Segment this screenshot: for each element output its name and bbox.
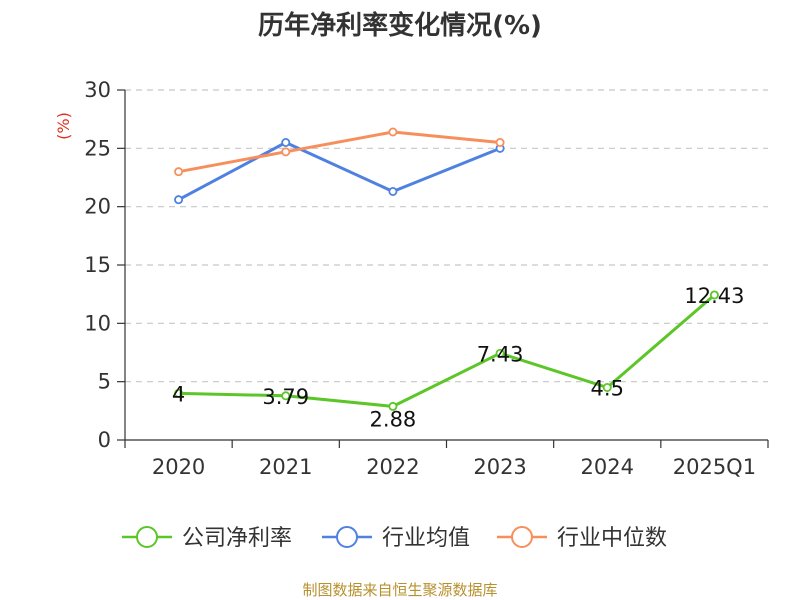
y-tick-label: 0 [98,428,111,452]
series-line [177,141,501,201]
y-tick-label: 20 [84,195,111,219]
x-tick-label: 2024 [581,455,634,479]
x-tick-label: 2020 [152,455,205,479]
legend-marker [136,526,158,548]
chart-title: 历年净利率变化情况(%) [258,10,542,41]
legend-label: 行业均值 [382,526,470,551]
legend-marker [336,526,358,548]
data-point[interactable] [281,391,291,401]
y-tick-label: 10 [84,311,111,335]
series-2 [174,127,505,177]
y-tick-label: 15 [84,253,111,277]
legend-item[interactable]: 公司净利率 [122,526,292,551]
data-point[interactable] [174,167,184,177]
series-0 [174,290,719,411]
data-label: 4.5 [591,377,624,401]
data-point[interactable] [281,137,291,147]
legend-item[interactable]: 行业均值 [322,526,470,551]
legend[interactable]: 公司净利率 行业均值 行业中位数 [122,526,667,551]
data-point[interactable] [388,186,398,196]
legend-label: 行业中位数 [557,526,667,551]
y-tick-label: 5 [98,370,111,394]
x-tick-label: 2022 [366,455,419,479]
grid-lines [125,89,768,383]
x-tick-label: 2021 [259,455,312,479]
data-label: 2.88 [370,407,417,431]
y-tick-label: 25 [84,136,111,160]
y-axis-unit: (%) [54,112,73,140]
series-line [178,130,501,174]
data-label: 12.43 [684,284,744,308]
y-tick-label: 30 [84,78,111,102]
data-labels: 4 3.79 2.88 7.43 4.5 12.43 [172,284,745,431]
data-point[interactable] [495,137,505,147]
legend-item[interactable]: 行业中位数 [497,526,667,551]
data-point[interactable] [602,382,612,392]
data-point[interactable] [388,127,398,137]
data-point[interactable] [709,290,719,300]
data-point[interactable] [281,147,291,157]
data-point[interactable] [174,195,184,205]
data-label: 4 [172,382,185,406]
x-tick-label: 2025Q1 [673,455,756,479]
series-line [178,293,716,408]
legend-marker [511,526,533,548]
data-label: 3.79 [262,385,309,409]
data-point[interactable] [174,388,184,398]
data-label: 7.43 [477,342,524,366]
series-lines [174,127,719,411]
axes: 0 5 10 15 20 25 30 2020 2021 2022 2023 2024 2025Q1 [84,78,769,479]
data-point[interactable] [388,401,398,411]
legend-label: 公司净利率 [182,526,292,551]
data-point[interactable] [495,348,505,358]
source-note: 制图数据来自恒生聚源数据库 [302,581,497,599]
x-tick-label: 2023 [473,455,526,479]
